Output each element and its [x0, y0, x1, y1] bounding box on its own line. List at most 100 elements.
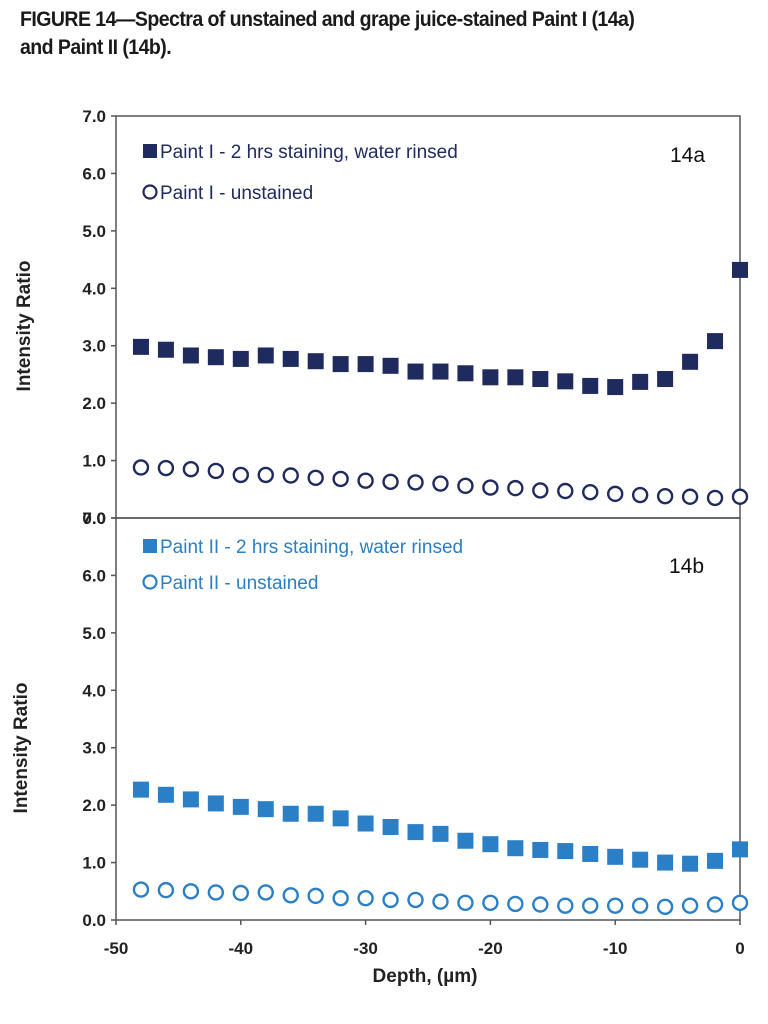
data-point-14a-series-2: [607, 485, 624, 503]
data-point-14a-series-2: [232, 466, 250, 484]
data-point-14b-series-1: [582, 845, 599, 862]
data-point-14a-series-2: [357, 472, 374, 489]
y-tick-label-14a: 3.0: [82, 337, 106, 356]
data-point-14b-series-2: [532, 896, 549, 913]
data-point-14a-series-1: [182, 347, 199, 364]
data-point-14a-series-2: [482, 479, 499, 496]
data-point-14b-series-2: [232, 884, 250, 902]
figure-caption: FIGURE 14—Spectra of unstained and grape…: [20, 6, 690, 62]
legend-label-14a-series-2: Paint I - unstained: [160, 183, 313, 204]
x-tick-label: -50: [104, 939, 129, 958]
data-point-14a-series-2: [332, 470, 349, 488]
data-point-14b-series-1: [482, 836, 499, 853]
y-tick-label-14b: 5.0: [82, 624, 106, 643]
y-tick-label-14a: 6.0: [82, 164, 106, 183]
data-point-14b-series-1: [307, 805, 324, 822]
y-tick-label-14b: 6.0: [82, 566, 106, 585]
data-point-14b-series-1: [732, 841, 748, 858]
data-point-14b-series-1: [457, 832, 474, 849]
data-point-14b-series-2: [681, 897, 699, 914]
y-tick-label-14b: 4.0: [82, 681, 106, 700]
data-point-14b-series-2: [157, 881, 175, 899]
data-point-14b-series-1: [132, 781, 149, 798]
y-tick-label-14a: 4.0: [82, 279, 106, 298]
data-point-14a-series-1: [257, 347, 274, 364]
y-tick-label-14a: 0.0: [82, 509, 106, 528]
caption-line-2: and Paint II (14b).: [20, 36, 172, 59]
data-point-14b-series-1: [432, 825, 449, 842]
data-point-14a-series-2: [656, 487, 674, 505]
data-point-14a-series-2: [706, 489, 724, 507]
y-tick-label-14a: 2.0: [82, 394, 106, 413]
data-point-14b-series-1: [357, 815, 374, 832]
data-point-14b-series-1: [332, 810, 349, 827]
data-point-14a-series-1: [707, 333, 724, 350]
data-point-14b-series-2: [307, 887, 324, 905]
data-point-14a-series-1: [307, 353, 324, 370]
data-point-14a-series-2: [182, 460, 200, 478]
data-point-14a-series-2: [731, 488, 749, 505]
data-point-14b-series-1: [182, 791, 199, 808]
data-point-14b-series-1: [382, 818, 399, 835]
data-point-14b-series-2: [656, 898, 674, 915]
data-point-14a-series-1: [682, 353, 699, 370]
legend-label-14b-series-2: Paint II - unstained: [160, 573, 318, 594]
data-point-14b-series-1: [657, 854, 674, 871]
ylabel-14b: Intensity Ratio: [11, 683, 32, 814]
xlabel-depth: Depth, (µm): [373, 966, 478, 987]
data-point-14b-series-2: [557, 897, 574, 914]
y-tick-label-14a: 5.0: [82, 222, 106, 241]
data-point-14a-series-1: [132, 338, 149, 355]
data-point-14a-series-1: [357, 356, 374, 373]
data-point-14a-series-1: [282, 350, 299, 367]
x-tick-label: -20: [478, 939, 503, 958]
data-point-14b-series-2: [482, 894, 499, 911]
data-point-14b-series-2: [382, 891, 399, 909]
y-tick-label-14b: 2.0: [82, 796, 106, 815]
data-point-14a-series-1: [157, 341, 174, 358]
panel-label-14a: 14a: [670, 144, 705, 167]
y-tick-label-14b: 7.0: [82, 509, 106, 528]
data-point-14b-series-2: [257, 884, 274, 901]
y-tick-label-14a: 1.0: [82, 452, 106, 471]
data-point-14a-series-2: [582, 483, 599, 501]
data-point-14a-series-1: [582, 377, 599, 394]
data-point-14a-series-1: [557, 373, 574, 390]
data-point-14a-series-1: [632, 373, 649, 390]
data-point-14b-series-1: [507, 840, 524, 857]
data-point-14b-series-1: [532, 841, 549, 858]
data-point-14a-series-2: [557, 482, 574, 500]
data-point-14b-series-2: [207, 884, 225, 901]
data-point-14b-series-2: [332, 889, 349, 907]
data-point-14b-series-1: [257, 801, 274, 818]
x-tick-label: -30: [353, 939, 378, 958]
plot-frame-14a: [115, 115, 741, 519]
data-point-14a-series-2: [382, 473, 399, 491]
data-point-14a-series-1: [657, 371, 674, 388]
data-point-14b-series-1: [707, 852, 724, 869]
data-point-14b-series-1: [282, 805, 299, 822]
data-point-14a-series-1: [232, 350, 249, 367]
data-point-14a-series-1: [482, 369, 499, 386]
data-point-14b-series-1: [207, 795, 224, 812]
data-point-14a-series-2: [207, 462, 225, 480]
data-point-14a-series-1: [407, 363, 424, 380]
data-point-14b-series-2: [631, 897, 649, 914]
x-tick-label: -10: [603, 939, 628, 958]
data-point-14b-series-2: [432, 893, 449, 910]
data-point-14b-series-2: [731, 894, 749, 911]
data-point-14a-series-1: [532, 371, 549, 388]
data-point-14a-series-2: [432, 475, 449, 492]
data-point-14a-series-2: [257, 466, 274, 484]
data-point-14b-series-2: [282, 887, 299, 904]
data-point-14b-series-2: [132, 881, 150, 898]
data-point-14a-series-2: [457, 477, 474, 495]
data-point-14b-series-1: [157, 786, 174, 803]
data-point-14b-series-1: [557, 843, 574, 860]
y-tick-label-14a: 7.0: [82, 107, 106, 126]
data-point-14b-series-1: [607, 848, 624, 865]
legend-marker-14a-stained: [143, 144, 157, 158]
data-point-14b-series-1: [632, 851, 649, 868]
data-point-14b-series-1: [407, 824, 424, 841]
